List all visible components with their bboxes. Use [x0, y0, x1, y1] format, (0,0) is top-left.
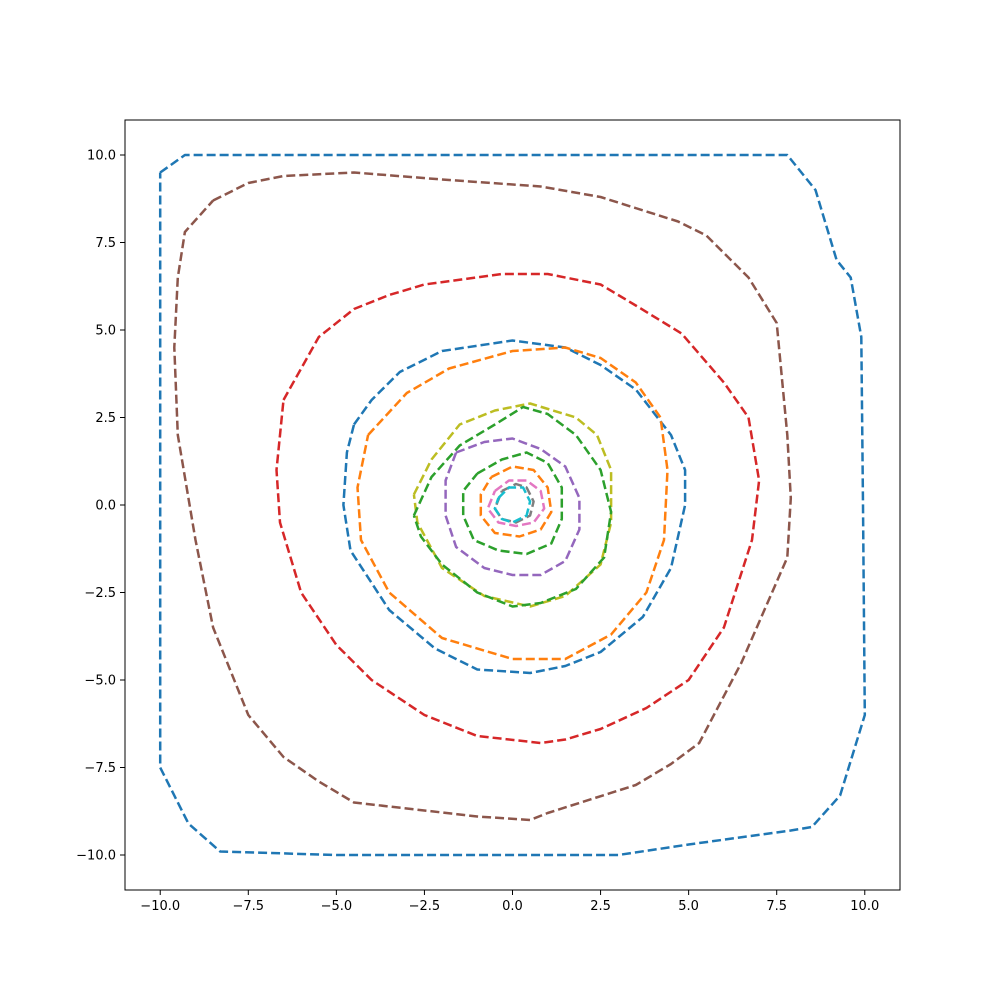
x-tick-label: 5.0	[678, 899, 699, 914]
y-tick-label: 10.0	[87, 149, 116, 164]
plot-area	[158, 153, 867, 857]
y-tick-label: −7.5	[84, 761, 116, 776]
x-tick-label: −7.5	[233, 899, 265, 914]
y-tick-label: 7.5	[95, 236, 116, 251]
axes-frame	[124, 119, 901, 891]
x-tick-label: −10.0	[140, 899, 180, 914]
contour-line-8	[444, 437, 581, 577]
y-tick-label: −5.0	[84, 674, 116, 689]
contour-line-13	[493, 486, 532, 524]
x-tick-label: −5.0	[321, 899, 353, 914]
x-tick-label: −2.5	[409, 899, 441, 914]
contour-line-11	[486, 479, 546, 528]
x-tick-label: 7.5	[766, 899, 787, 914]
y-axis-ticks: −10.0 −7.5 −5.0 −2.5 0.0 2.5 5.0 7.5 10.0	[76, 149, 125, 864]
x-axis-ticks: −10.0 −7.5 −5.0 −2.5 0.0 2.5 5.0 7.5 10.0	[140, 890, 879, 914]
x-tick-label: 10.0	[850, 899, 879, 914]
contour-line-7	[412, 405, 613, 608]
contour-line-4	[342, 339, 687, 675]
y-tick-label: 0.0	[95, 499, 116, 514]
y-tick-label: −2.5	[84, 586, 116, 601]
x-tick-label: 0.0	[502, 899, 523, 914]
contour-line-9	[461, 451, 564, 556]
contour-line-3	[275, 272, 761, 745]
y-tick-label: −10.0	[76, 849, 116, 864]
contour-line-1	[158, 153, 867, 857]
x-tick-label: 2.5	[590, 899, 611, 914]
contour-line-10	[479, 465, 553, 538]
contour-line-2	[173, 171, 793, 822]
y-tick-label: 5.0	[95, 324, 116, 339]
y-tick-label: 2.5	[95, 411, 116, 426]
contour-line-5	[356, 346, 669, 661]
